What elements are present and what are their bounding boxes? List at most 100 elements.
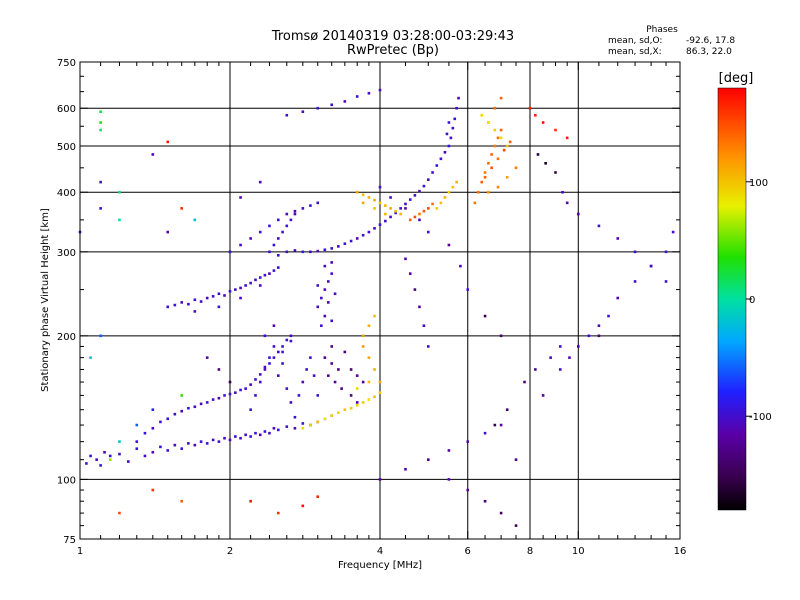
x-tick-label: 1 xyxy=(77,546,83,557)
echo-point xyxy=(505,408,509,411)
echo-point xyxy=(151,408,155,411)
echo-point xyxy=(211,398,215,401)
echo-point xyxy=(234,288,237,291)
echo-point xyxy=(337,245,340,248)
echo-point xyxy=(289,401,293,404)
echo-point xyxy=(399,207,402,210)
echo-point xyxy=(268,431,271,435)
echo-point xyxy=(483,499,487,503)
echo-point xyxy=(293,415,297,419)
echo-point xyxy=(151,426,155,430)
echo-point xyxy=(361,193,365,197)
echo-point xyxy=(285,387,289,390)
echo-point xyxy=(389,196,392,199)
echo-point xyxy=(272,345,276,348)
echo-point xyxy=(108,454,112,458)
echo-point xyxy=(281,345,284,348)
echo-point xyxy=(418,212,421,216)
echo-point xyxy=(249,408,252,411)
y-tick-label: 400 xyxy=(57,188,76,199)
echo-point xyxy=(327,374,330,377)
echo-point xyxy=(671,230,675,234)
echo-point xyxy=(361,401,365,404)
data-points xyxy=(78,88,675,527)
chart-title-line1: Tromsø 20140319 03:28:00-03:29:43 xyxy=(271,29,514,44)
echo-point xyxy=(343,408,347,411)
echo-point xyxy=(263,334,267,338)
echo-point xyxy=(285,250,289,254)
echo-point xyxy=(118,440,121,443)
echo-point xyxy=(367,230,371,234)
echo-point xyxy=(404,257,407,261)
echo-point xyxy=(455,106,458,110)
echo-point xyxy=(95,458,98,461)
echo-point xyxy=(239,286,242,290)
echo-point xyxy=(499,511,503,515)
echo-point xyxy=(496,185,500,189)
echo-point xyxy=(330,247,334,250)
echo-point xyxy=(316,249,320,253)
echo-point xyxy=(223,436,226,440)
echo-point xyxy=(447,121,451,124)
echo-point xyxy=(254,394,257,397)
echo-point xyxy=(323,288,327,291)
echo-point xyxy=(413,288,417,291)
echo-point xyxy=(258,276,262,279)
echo-point xyxy=(549,356,552,359)
echo-point xyxy=(320,296,323,300)
colorbar xyxy=(717,87,747,511)
echo-point xyxy=(239,243,242,247)
x-tick-label: 4 xyxy=(377,546,383,557)
echo-point xyxy=(664,250,668,254)
echo-point xyxy=(118,511,121,515)
echo-point xyxy=(616,237,620,240)
y-tick-label: 100 xyxy=(57,475,76,486)
echo-point xyxy=(193,298,197,302)
stats-o-label: mean, sd,O: xyxy=(608,36,662,46)
echo-point xyxy=(508,140,512,144)
echo-point xyxy=(268,356,271,359)
echo-point xyxy=(493,128,497,132)
echo-point xyxy=(447,449,451,452)
echo-point xyxy=(316,106,320,110)
echo-point xyxy=(258,180,262,184)
echo-point xyxy=(187,302,190,306)
echo-point xyxy=(193,405,197,409)
echo-point xyxy=(285,113,289,117)
echo-point xyxy=(99,110,102,114)
echo-point xyxy=(505,175,509,179)
echo-point xyxy=(443,196,447,199)
echo-point xyxy=(223,394,226,397)
echo-point xyxy=(367,356,371,359)
echo-point xyxy=(616,296,620,300)
echo-point xyxy=(244,284,247,287)
echo-point xyxy=(309,250,312,254)
echo-point xyxy=(193,218,197,222)
echo-point xyxy=(422,324,426,328)
echo-point xyxy=(309,356,312,359)
echo-point xyxy=(466,440,470,443)
echo-point xyxy=(487,190,490,194)
echo-point xyxy=(254,278,257,282)
x-tick-label: 16 xyxy=(674,546,687,557)
echo-point xyxy=(633,280,637,283)
echo-point xyxy=(234,391,237,394)
echo-point xyxy=(443,151,447,154)
echo-point xyxy=(499,334,503,338)
echo-point xyxy=(187,442,190,445)
echo-point xyxy=(159,420,162,424)
y-tick-label: 75 xyxy=(63,535,76,546)
echo-point xyxy=(418,189,421,193)
echo-point xyxy=(330,103,334,107)
echo-point xyxy=(340,387,343,390)
x-tick-label: 10 xyxy=(572,546,585,557)
echo-point xyxy=(228,392,232,396)
x-tick-label: 6 xyxy=(465,546,471,557)
echo-point xyxy=(118,452,121,456)
echo-point xyxy=(439,157,443,161)
echo-point xyxy=(554,128,557,132)
echo-point xyxy=(361,201,365,205)
echo-point xyxy=(316,420,320,424)
echo-point xyxy=(447,243,451,247)
